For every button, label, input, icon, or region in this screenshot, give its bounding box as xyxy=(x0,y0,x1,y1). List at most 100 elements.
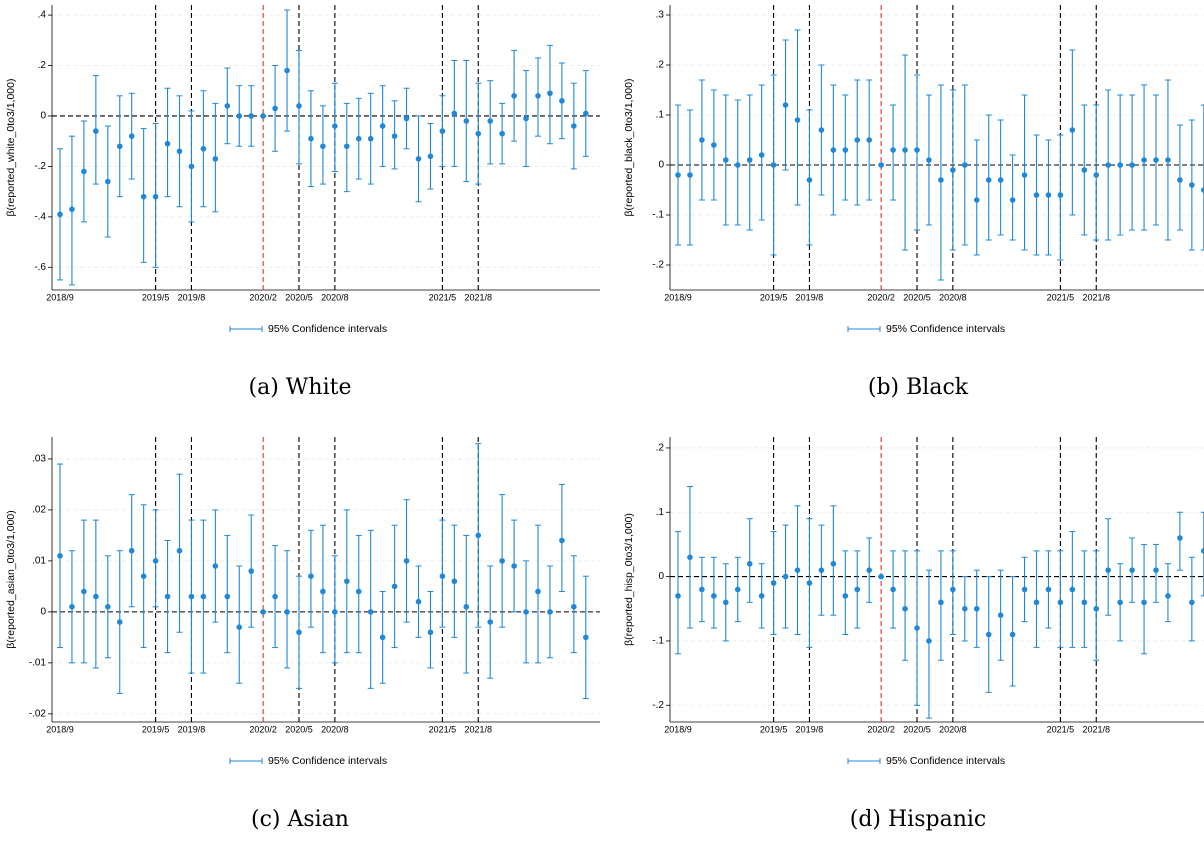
point xyxy=(332,609,338,615)
y-tick-label: -.1 xyxy=(652,636,664,647)
point xyxy=(890,147,896,153)
point xyxy=(1201,187,1204,193)
point xyxy=(866,567,872,573)
point xyxy=(962,162,968,168)
y-tick-label: -.2 xyxy=(34,161,46,172)
point xyxy=(1105,162,1111,168)
point xyxy=(105,603,111,610)
point xyxy=(93,593,99,600)
y-tick-label: 0 xyxy=(40,607,46,618)
point xyxy=(391,583,398,590)
point xyxy=(1093,172,1100,178)
y-tick-label: -.4 xyxy=(34,211,46,222)
point xyxy=(734,162,741,168)
point xyxy=(200,593,207,600)
x-tick-label: 2021/5 xyxy=(1047,292,1075,302)
point xyxy=(427,629,434,636)
point xyxy=(1201,548,1204,554)
point xyxy=(1165,593,1171,599)
point xyxy=(57,552,63,559)
point xyxy=(926,157,932,163)
x-tick-label: 2019/8 xyxy=(796,724,824,734)
y-axis-title: β(reported_white_0to3/1,000) xyxy=(5,79,17,217)
point xyxy=(284,609,290,615)
point xyxy=(571,603,577,610)
point xyxy=(81,588,87,595)
point xyxy=(914,147,920,153)
point xyxy=(236,624,243,630)
point xyxy=(176,148,183,155)
point xyxy=(758,152,765,158)
point xyxy=(511,563,517,569)
x-tick-label: 2020/2 xyxy=(249,724,277,734)
x-tick-label: 2021/5 xyxy=(429,724,457,734)
point xyxy=(699,137,705,143)
point xyxy=(985,631,992,638)
point xyxy=(854,137,861,143)
point xyxy=(140,573,147,579)
y-axis-title: β(reported_black_0to3/1,000) xyxy=(623,79,635,217)
point xyxy=(427,153,434,160)
point xyxy=(379,123,386,129)
y-tick-label: .02 xyxy=(32,505,46,516)
point xyxy=(1057,599,1064,606)
point xyxy=(1033,599,1040,606)
point xyxy=(1189,182,1195,188)
point xyxy=(523,115,529,122)
point xyxy=(830,560,837,567)
point xyxy=(367,135,374,142)
y-tick-label: 0 xyxy=(40,111,46,122)
point xyxy=(116,619,123,625)
point xyxy=(475,532,482,539)
point xyxy=(559,537,565,544)
point xyxy=(224,593,231,600)
y-tick-label: 0 xyxy=(658,571,664,582)
point xyxy=(487,118,494,124)
panel-a: -.6 -.4 -.2 0 .2 .4 β(reported_white_0to3/1,00… xyxy=(5,5,600,400)
caption: (c) Asian xyxy=(251,807,349,832)
point xyxy=(248,113,254,119)
point xyxy=(1081,167,1088,173)
point xyxy=(164,140,171,147)
legend-label: 95% Confidence intervals xyxy=(886,755,1005,767)
point xyxy=(1033,192,1040,198)
legend-label: 95% Confidence intervals xyxy=(268,755,387,767)
point xyxy=(355,135,362,142)
point xyxy=(699,586,705,593)
y-tick-label: -.6 xyxy=(34,262,46,273)
point xyxy=(176,547,183,554)
point xyxy=(675,593,681,599)
x-tick-label: 2021/5 xyxy=(1047,724,1075,734)
point xyxy=(818,567,825,573)
point xyxy=(687,554,693,561)
point xyxy=(248,568,254,574)
x-tick-label: 2020/5 xyxy=(903,724,931,734)
point xyxy=(962,605,968,612)
x-tick-label: 2018/9 xyxy=(664,292,692,302)
point xyxy=(914,625,920,631)
y-tick-label: 0 xyxy=(658,160,664,171)
x-tick-label: 2021/8 xyxy=(464,292,492,302)
point xyxy=(1129,567,1135,573)
point xyxy=(355,588,362,595)
point xyxy=(332,123,338,129)
panel-c: -.02 -.01 0 .01 .02 .03 β(reported_asian_0to3/… xyxy=(5,437,600,832)
point xyxy=(308,573,314,579)
point xyxy=(296,629,302,636)
point xyxy=(367,609,374,615)
x-tick-label: 2020/2 xyxy=(867,724,895,734)
point xyxy=(164,593,171,600)
point xyxy=(260,609,266,615)
point xyxy=(1153,157,1159,163)
point xyxy=(188,593,195,600)
point xyxy=(236,113,243,119)
point xyxy=(1069,586,1076,593)
x-tick-label: 2020/5 xyxy=(285,724,313,734)
x-tick-label: 2021/5 xyxy=(429,292,457,302)
x-tick-label: 2018/9 xyxy=(46,724,74,734)
y-tick-label: .1 xyxy=(656,110,665,121)
point xyxy=(571,123,577,129)
point xyxy=(296,103,302,109)
point xyxy=(547,90,553,97)
